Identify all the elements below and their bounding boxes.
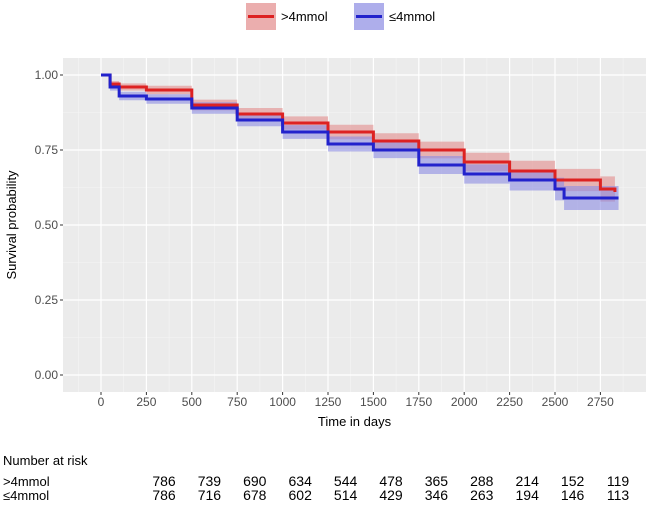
x-tick-label: 0 (98, 395, 105, 409)
risk-value: 146 (561, 487, 585, 503)
x-tick-label: 2750 (587, 395, 614, 409)
risk-value: 214 (516, 473, 540, 489)
risk-value: 690 (243, 473, 267, 489)
y-axis-title: Survival probability (4, 170, 19, 280)
risk-value: 786 (152, 473, 176, 489)
x-tick-label: 2250 (496, 395, 523, 409)
x-tick-label: 2500 (542, 395, 569, 409)
survival-curve-1 (101, 73, 619, 200)
risk-value: 263 (470, 487, 494, 503)
risk-value: 113 (607, 487, 630, 503)
legend-label-1: ≤4mmol (389, 9, 435, 24)
risk-value: 288 (470, 473, 494, 489)
risk-value: 194 (516, 487, 540, 503)
x-axis-title: Time in days (318, 414, 392, 429)
x-tick-label: 1250 (315, 395, 342, 409)
risk-value: 346 (425, 487, 449, 503)
risk-value: 739 (198, 473, 222, 489)
legend-label-0: >4mmol (281, 9, 328, 24)
risk-value: 544 (334, 473, 358, 489)
risk-value: 786 (152, 487, 176, 503)
x-tick-label: 250 (136, 395, 156, 409)
risk-row-label: >4mmol (3, 474, 50, 489)
risk-value: 152 (561, 473, 585, 489)
risk-row-label: ≤4mmol (3, 488, 49, 503)
x-tick-label: 750 (227, 395, 247, 409)
y-tick-label: 1.00 (35, 68, 59, 82)
risk-table-title: Number at risk (3, 453, 88, 468)
x-tick-label: 2000 (451, 395, 478, 409)
risk-value: 478 (379, 473, 403, 489)
x-tick-label: 1500 (360, 395, 387, 409)
x-tick-label: 500 (182, 395, 202, 409)
y-tick-label: 0.50 (35, 218, 59, 232)
risk-value: 678 (243, 487, 267, 503)
y-tick-label: 0.25 (35, 293, 59, 307)
risk-value: 119 (607, 473, 630, 489)
y-tick-label: 0.00 (35, 368, 59, 382)
risk-value: 602 (289, 487, 313, 503)
risk-value: 365 (425, 473, 449, 489)
x-tick-label: 1000 (269, 395, 296, 409)
risk-value: 429 (379, 487, 403, 503)
x-tick-label: 1750 (405, 395, 432, 409)
risk-value: 634 (289, 473, 313, 489)
y-tick-label: 0.75 (35, 143, 59, 157)
risk-value: 514 (334, 487, 358, 503)
risk-value: 716 (198, 487, 222, 503)
